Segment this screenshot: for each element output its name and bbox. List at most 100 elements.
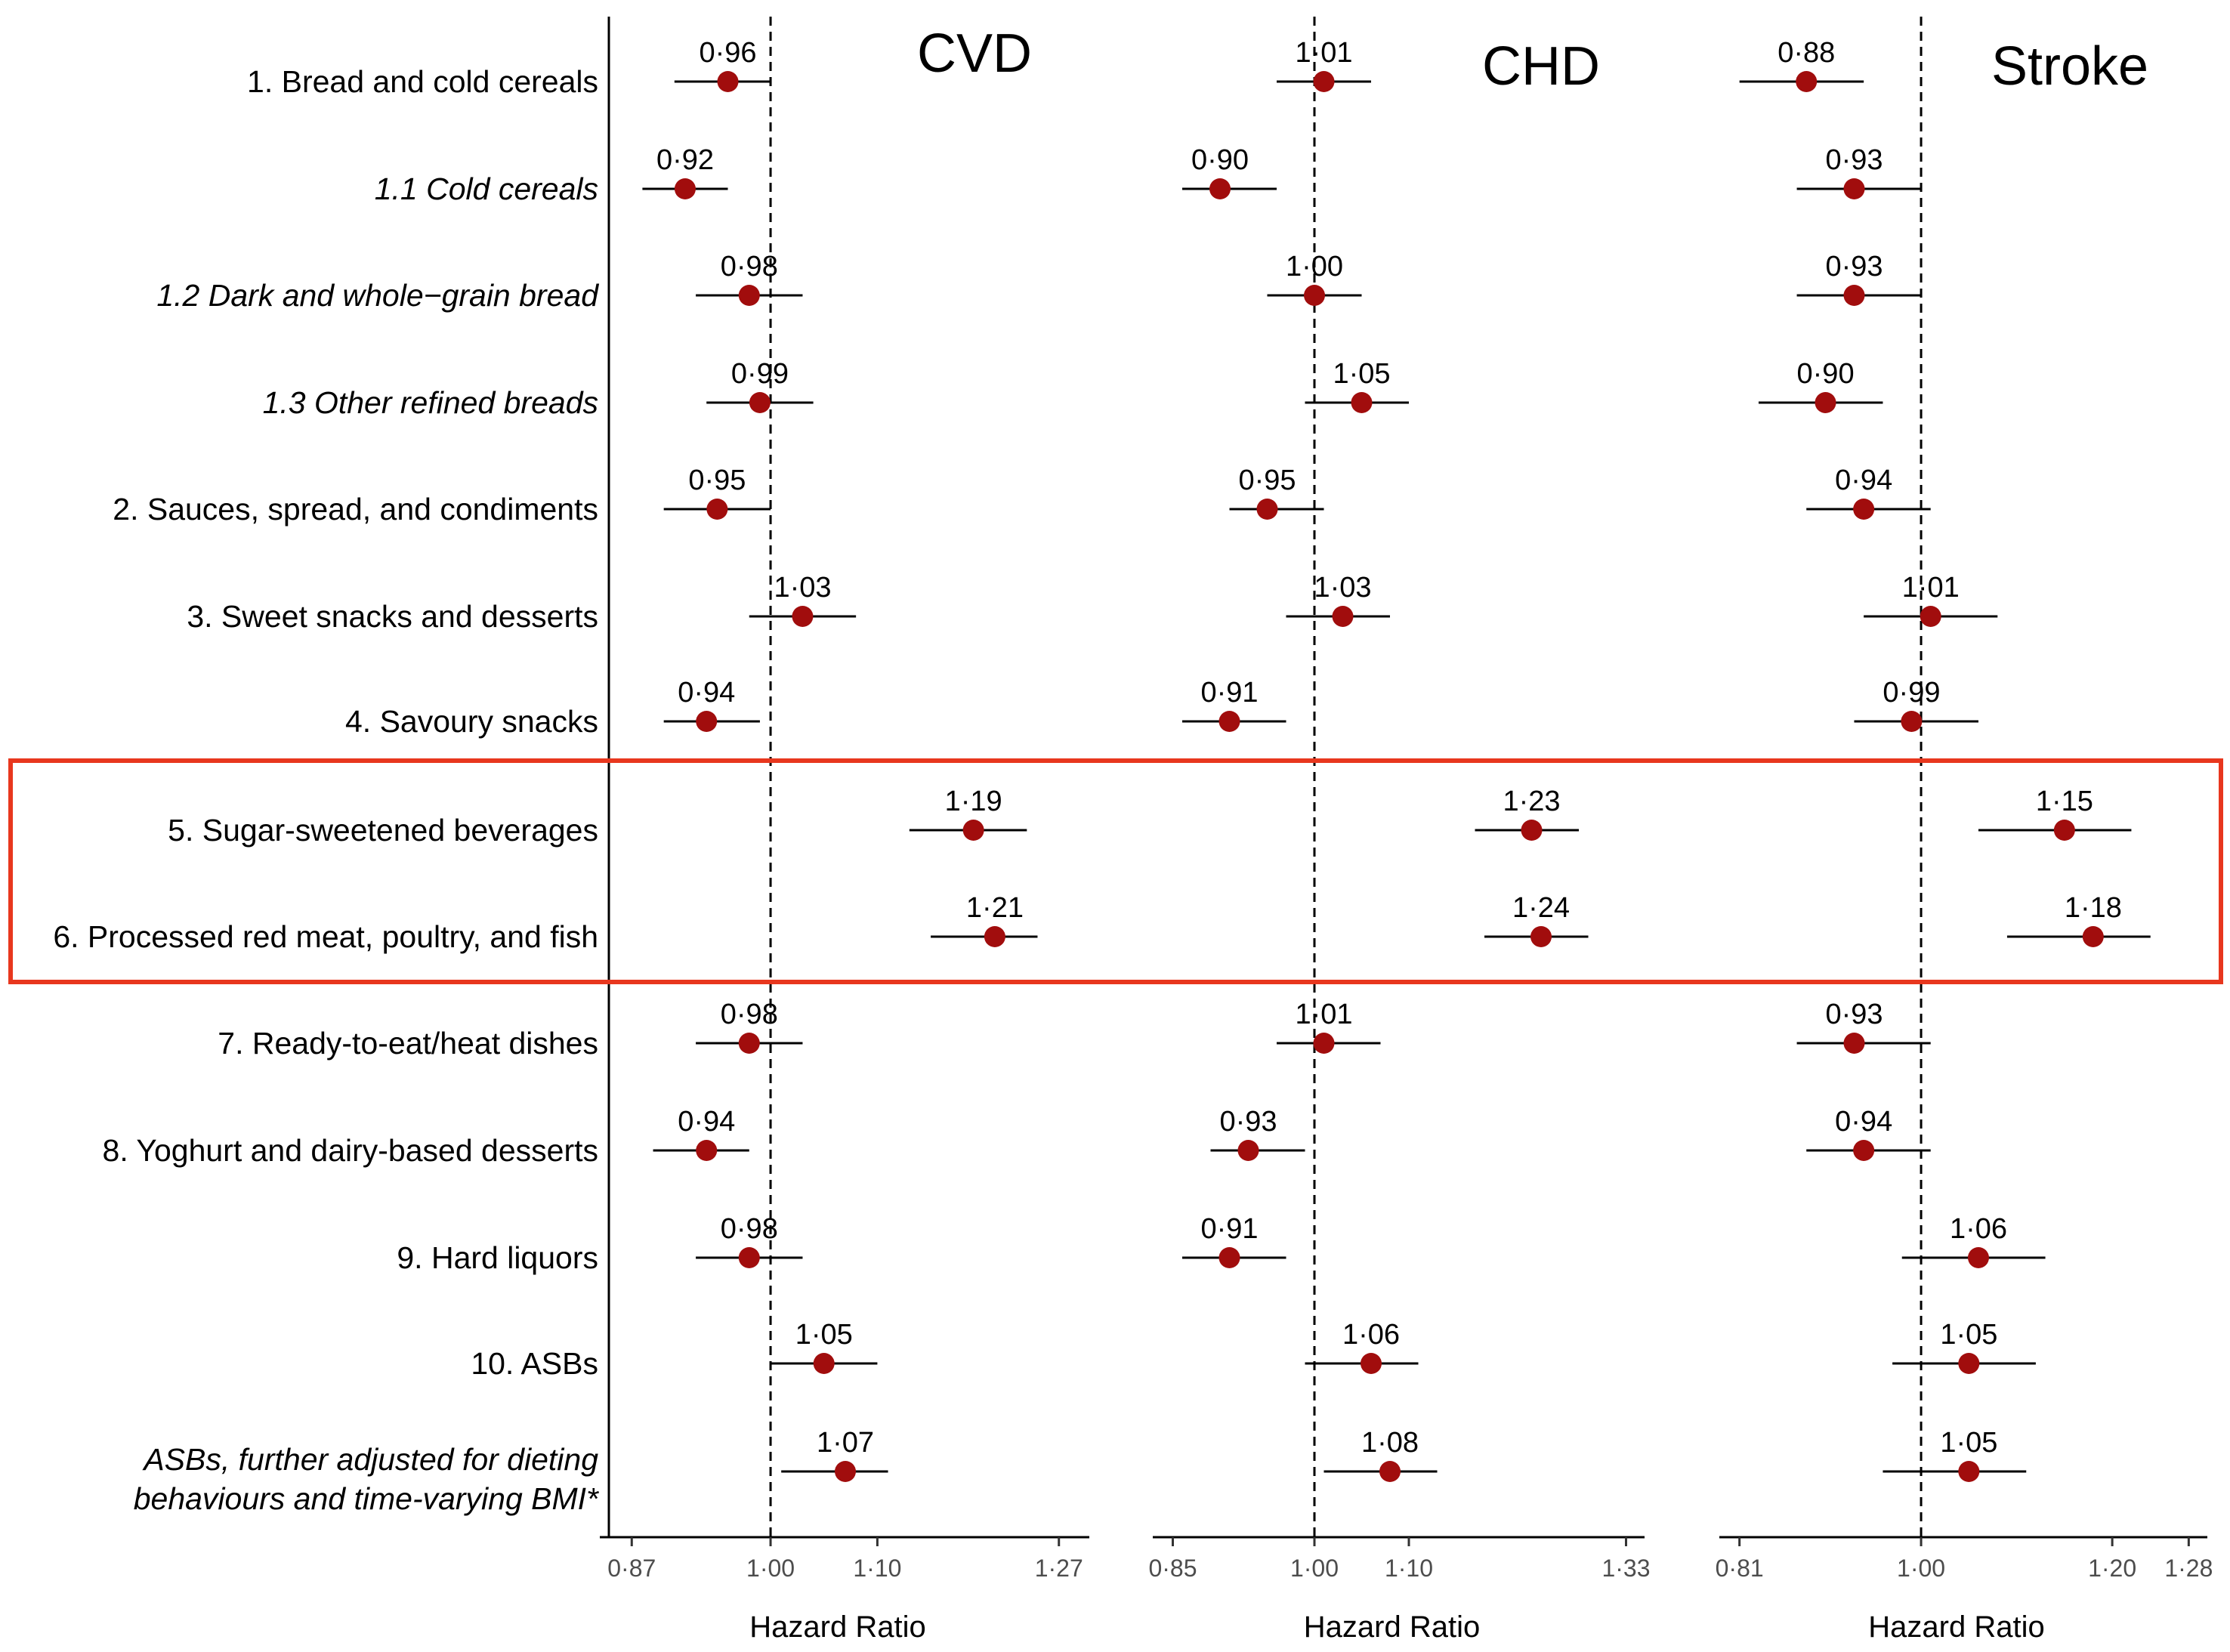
panel-cvd: CVD 0·87 1·00 1·10 1·27 Hazard Ratio 0·96 0·92 0… (600, 17, 1089, 1644)
point-estimate (1920, 606, 1941, 627)
value-label: 0·93 (1220, 1106, 1277, 1138)
x-tick-label: 1·00 (746, 1555, 795, 1582)
value-label: 0·94 (1835, 465, 1892, 496)
point-estimate (1958, 1461, 1980, 1482)
row-label: 1.3 Other refined breads (263, 385, 598, 420)
value-label: 1·15 (2036, 786, 2093, 817)
point-estimate (1332, 606, 1354, 627)
value-label: 1·03 (1314, 572, 1372, 604)
point-estimate (984, 926, 1005, 947)
point-estimate (2053, 820, 2075, 841)
value-label: 0·99 (1883, 677, 1940, 709)
x-tick-label: 0·85 (1148, 1555, 1197, 1582)
value-label: 0·94 (1835, 1106, 1892, 1138)
point-estimate (1521, 820, 1543, 841)
point-estimate (1958, 1353, 1980, 1374)
value-label: 0·95 (1239, 465, 1296, 496)
point-estimate (1313, 71, 1335, 92)
value-label: 0·90 (1191, 144, 1249, 176)
x-tick-label: 1·00 (1290, 1555, 1339, 1582)
value-label: 1·01 (1296, 999, 1353, 1030)
point-estimate (813, 1353, 835, 1374)
point-estimate (1853, 1140, 1875, 1161)
value-label: 1·05 (1940, 1427, 1997, 1459)
point-estimate (1379, 1461, 1401, 1482)
value-label: 1·23 (1503, 786, 1561, 817)
value-label: 0·91 (1201, 677, 1259, 709)
row-label: 4. Savoury snacks (345, 704, 598, 739)
value-label: 0·98 (721, 251, 778, 283)
point-estimate (1901, 711, 1923, 732)
point-estimate (1361, 1353, 1382, 1374)
point-estimate (2082, 926, 2104, 947)
point-estimate (674, 178, 696, 199)
row-label: 3. Sweet snacks and desserts (187, 599, 598, 634)
point-estimate (738, 1033, 760, 1054)
point-estimate (1796, 71, 1818, 92)
value-label: 0·94 (678, 1106, 735, 1138)
point-estimate (1218, 1247, 1240, 1268)
panel-title: Stroke (1991, 36, 2148, 97)
point-estimate (1351, 392, 1373, 413)
value-label: 0·93 (1825, 999, 1883, 1030)
value-label: 0·96 (700, 37, 757, 69)
point-estimate (1256, 499, 1278, 520)
row-label: 8. Yoghurt and dairy-based desserts (103, 1133, 598, 1168)
value-label: 0·93 (1825, 251, 1883, 283)
point-estimate (1815, 392, 1836, 413)
row-label: 1.2 Dark and whole−grain bread (156, 278, 599, 313)
value-label: 0·95 (688, 465, 746, 496)
x-tick-label: 1·27 (1035, 1555, 1083, 1582)
value-label: 1·01 (1902, 572, 1960, 604)
value-label: 1·01 (1296, 37, 1353, 69)
value-label: 1·21 (966, 892, 1024, 924)
point-estimate (792, 606, 814, 627)
point-estimate (738, 1247, 760, 1268)
row-label: 7. Ready-to-eat/heat dishes (218, 1026, 598, 1061)
x-axis-title: Hazard Ratio (1868, 1610, 2044, 1644)
x-tick-label: 1·28 (2164, 1555, 2213, 1582)
point-estimate (738, 285, 760, 306)
point-estimate (962, 820, 984, 841)
point-estimate (1218, 711, 1240, 732)
value-label: 1·19 (945, 786, 1002, 817)
x-tick-label: 0·87 (607, 1555, 656, 1582)
value-label: 1·07 (817, 1427, 874, 1459)
value-label: 0·92 (656, 144, 714, 176)
row-label: 9. Hard liquors (397, 1240, 598, 1275)
value-label: 1·24 (1512, 892, 1570, 924)
point-estimate (696, 1140, 718, 1161)
point-estimate (696, 711, 718, 732)
value-label: 1·05 (1940, 1319, 1997, 1351)
x-tick-label: 1·00 (1897, 1555, 1945, 1582)
panel-title: CHD (1482, 36, 1600, 97)
row-labels: 1. Bread and cold cereals 1.1 Cold cereal… (53, 64, 600, 1516)
value-label: 0·94 (678, 677, 735, 709)
value-label: 1·00 (1286, 251, 1343, 283)
value-label: 1·03 (774, 572, 831, 604)
value-label: 1·06 (1950, 1213, 2007, 1245)
value-label: 0·90 (1797, 358, 1855, 390)
panel-stroke: Stroke 0·81 1·00 1·20 1·28 Hazard Ratio 0·88 0·… (1716, 17, 2213, 1644)
row-label: 5. Sugar-sweetened beverages (168, 813, 598, 848)
row-label: 10. ASBs (471, 1346, 598, 1381)
point-estimate (1209, 178, 1231, 199)
value-label: 1·05 (1333, 358, 1391, 390)
row-label: 1.1 Cold cereals (375, 171, 598, 206)
point-estimate (835, 1461, 856, 1482)
panels: CVD 0·87 1·00 1·10 1·27 Hazard Ratio 0·96 0·92 0… (600, 17, 2213, 1644)
point-estimate (1843, 1033, 1865, 1054)
point-estimate (1237, 1140, 1259, 1161)
value-label: 0·98 (721, 999, 778, 1030)
value-label: 1·08 (1361, 1427, 1419, 1459)
value-label: 0·93 (1825, 144, 1883, 176)
point-estimate (1530, 926, 1552, 947)
highlight-box (8, 758, 2223, 984)
value-label: 1·18 (2065, 892, 2122, 924)
x-axis-title: Hazard Ratio (1304, 1610, 1480, 1644)
row-label: 1. Bread and cold cereals (247, 64, 598, 99)
row-label: 6. Processed red meat, poultry, and fish (53, 919, 598, 954)
value-label: 0·99 (731, 358, 789, 390)
value-label: 1·05 (795, 1319, 853, 1351)
